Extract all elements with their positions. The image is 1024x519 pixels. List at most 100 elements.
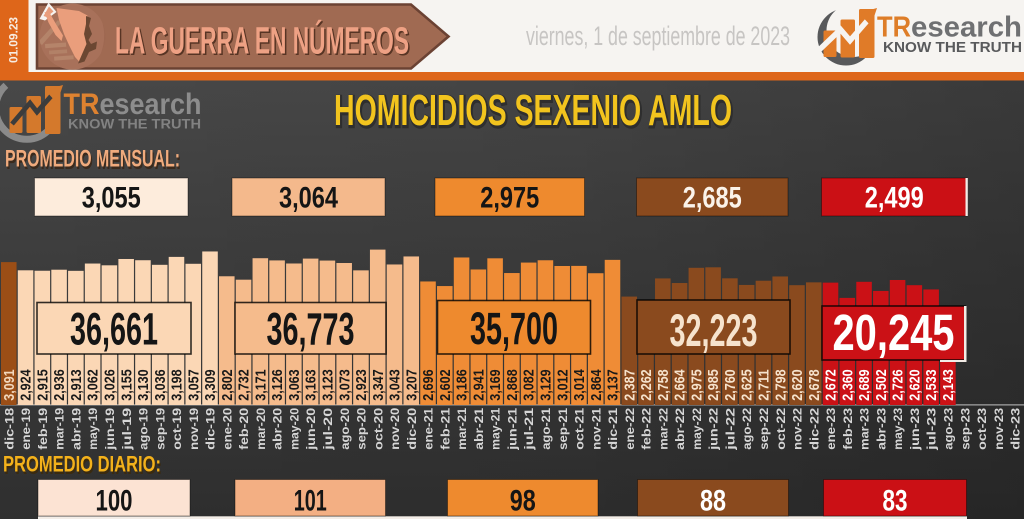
svg-text:mar-22: mar-22 <box>656 408 670 450</box>
svg-text:2,975: 2,975 <box>689 369 705 401</box>
svg-text:esearch: esearch <box>100 88 202 121</box>
svg-text:sep-23: sep-23 <box>958 408 972 450</box>
svg-text:jul-22: jul-22 <box>723 408 737 452</box>
svg-text:KNOW THE TRUTH: KNOW THE TRUTH <box>68 117 201 132</box>
svg-text:viernes, 1 de septiembre de 20: viernes, 1 de septiembre de 2023 <box>526 21 790 51</box>
svg-text:may-19: may-19 <box>86 408 100 450</box>
svg-text:mar-19: mar-19 <box>53 408 67 450</box>
svg-text:jun-20: jun-20 <box>304 408 318 451</box>
svg-text:may-22: may-22 <box>690 408 704 450</box>
svg-text:may-20: may-20 <box>287 408 301 450</box>
svg-text:98: 98 <box>510 485 536 518</box>
svg-text:3,171: 3,171 <box>253 369 269 401</box>
svg-text:3,169: 3,169 <box>488 369 504 401</box>
svg-text:3,063: 3,063 <box>287 369 303 401</box>
svg-text:2,360: 2,360 <box>840 369 856 401</box>
svg-text:feb-19: feb-19 <box>36 408 50 450</box>
svg-text:3,186: 3,186 <box>455 369 471 401</box>
svg-text:LA GUERRA EN NÚMEROS: LA GUERRA EN NÚMEROS <box>117 20 411 64</box>
svg-text:jun-21: jun-21 <box>505 408 519 451</box>
svg-text:jun-19: jun-19 <box>103 408 117 451</box>
svg-text:ago-20: ago-20 <box>338 408 352 450</box>
svg-text:2,798: 2,798 <box>773 369 789 401</box>
svg-text:jul-19: jul-19 <box>120 408 134 452</box>
svg-text:feb-23: feb-23 <box>841 408 855 450</box>
svg-text:3,207: 3,207 <box>404 369 420 401</box>
svg-text:oct-23: oct-23 <box>975 408 989 450</box>
svg-text:2,387: 2,387 <box>622 369 638 401</box>
svg-text:nov-19: nov-19 <box>187 408 201 450</box>
svg-text:3,055: 3,055 <box>82 182 141 215</box>
svg-text:jul-21: jul-21 <box>522 408 536 452</box>
svg-text:HOMICIDIOS SEXENIO AMLO: HOMICIDIOS SEXENIO AMLO <box>334 86 732 135</box>
svg-text:sep-19: sep-19 <box>153 408 167 450</box>
svg-text:3,130: 3,130 <box>136 369 152 401</box>
svg-text:nov-20: nov-20 <box>388 408 402 450</box>
svg-text:PROMEDIO MENSUAL:: PROMEDIO MENSUAL: <box>6 148 181 175</box>
svg-text:2,664: 2,664 <box>673 369 689 401</box>
svg-text:3,163: 3,163 <box>304 369 320 401</box>
svg-text:2,502: 2,502 <box>874 369 890 401</box>
svg-text:dic-21: dic-21 <box>606 408 620 450</box>
svg-text:2,923: 2,923 <box>354 369 370 401</box>
svg-text:83: 83 <box>883 485 908 518</box>
svg-text:dic-18: dic-18 <box>2 408 16 450</box>
svg-text:PROMEDIO MENSUAL:: PROMEDIO MENSUAL: <box>5 146 180 173</box>
svg-text:ago-21: ago-21 <box>539 408 553 450</box>
svg-text:3,309: 3,309 <box>203 369 219 401</box>
svg-text:2,758: 2,758 <box>656 369 672 401</box>
svg-text:3,064: 3,064 <box>279 182 338 215</box>
svg-text:esearch: esearch <box>911 12 1022 44</box>
svg-text:oct-22: oct-22 <box>774 408 788 450</box>
svg-text:3,012: 3,012 <box>555 369 571 401</box>
svg-text:dic-20: dic-20 <box>405 408 419 450</box>
svg-text:100: 100 <box>96 485 133 518</box>
svg-text:01.09.23: 01.09.23 <box>9 17 21 63</box>
svg-text:jul-20: jul-20 <box>321 408 335 452</box>
svg-text:dic-23: dic-23 <box>1009 408 1023 450</box>
svg-text:jun-23: jun-23 <box>908 408 922 451</box>
svg-text:ene-21: ene-21 <box>422 408 436 450</box>
svg-text:2,864: 2,864 <box>589 369 605 401</box>
svg-text:32,223: 32,223 <box>670 305 758 356</box>
svg-text:nov-22: nov-22 <box>791 408 805 450</box>
svg-text:mar-20: mar-20 <box>254 408 268 450</box>
svg-text:3,082: 3,082 <box>522 369 538 401</box>
svg-text:sep-20: sep-20 <box>355 408 369 450</box>
svg-text:abr-19: abr-19 <box>69 408 83 450</box>
svg-text:mar-21: mar-21 <box>455 408 469 450</box>
svg-text:ago-22: ago-22 <box>740 408 754 450</box>
svg-text:3,123: 3,123 <box>321 369 337 401</box>
svg-text:2,620: 2,620 <box>907 369 923 401</box>
svg-text:dic-19: dic-19 <box>204 408 218 450</box>
svg-text:abr-21: abr-21 <box>472 408 486 450</box>
svg-text:3,043: 3,043 <box>388 369 404 401</box>
svg-text:jul-23: jul-23 <box>925 408 939 452</box>
svg-text:3,155: 3,155 <box>119 369 135 401</box>
svg-text:may-21: may-21 <box>489 408 503 450</box>
svg-text:2,868: 2,868 <box>505 369 521 401</box>
svg-text:jun-22: jun-22 <box>707 408 721 451</box>
svg-text:2,672: 2,672 <box>824 369 840 401</box>
svg-text:2,602: 2,602 <box>438 369 454 401</box>
svg-text:LA GUERRA EN NÚMEROS: LA GUERRA EN NÚMEROS <box>115 18 409 62</box>
svg-text:oct-19: oct-19 <box>170 408 184 450</box>
svg-text:nov-23: nov-23 <box>992 408 1006 450</box>
svg-text:2,732: 2,732 <box>237 369 253 401</box>
svg-text:2,625: 2,625 <box>740 369 756 401</box>
svg-text:sep-21: sep-21 <box>556 408 570 450</box>
svg-text:ene-19: ene-19 <box>19 408 33 450</box>
svg-text:feb-22: feb-22 <box>640 408 654 450</box>
svg-text:2,726: 2,726 <box>891 369 907 401</box>
svg-text:3,347: 3,347 <box>371 369 387 401</box>
svg-text:3,062: 3,062 <box>86 369 102 401</box>
svg-text:2,696: 2,696 <box>421 369 437 401</box>
svg-text:ene-22: ene-22 <box>623 408 637 450</box>
svg-text:feb-20: feb-20 <box>237 408 251 450</box>
svg-text:35,700: 35,700 <box>470 303 558 354</box>
svg-text:3,057: 3,057 <box>186 369 202 401</box>
svg-text:nov-21: nov-21 <box>589 408 603 450</box>
svg-text:HOMICIDIOS SEXENIO AMLO: HOMICIDIOS SEXENIO AMLO <box>335 88 733 137</box>
svg-text:2,262: 2,262 <box>639 369 655 401</box>
svg-text:3,026: 3,026 <box>103 369 119 401</box>
